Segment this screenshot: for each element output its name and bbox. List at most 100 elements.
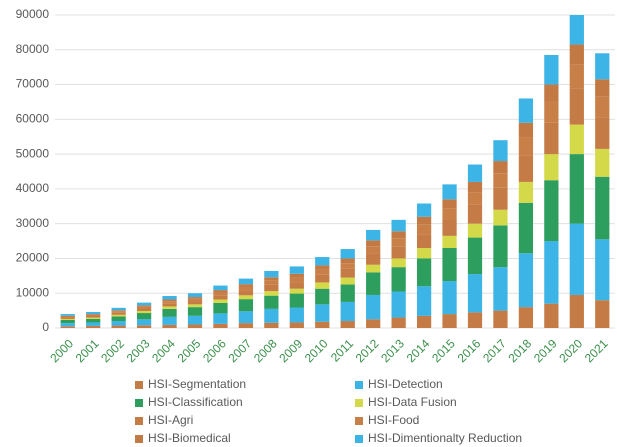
bar-segment <box>416 258 432 287</box>
legend-swatch <box>355 399 363 407</box>
bar-segment <box>136 308 152 311</box>
bar-segment <box>238 299 254 312</box>
bar-segment <box>264 291 279 296</box>
bar-segment <box>467 204 483 224</box>
bar-segment <box>86 317 101 319</box>
bar-segment <box>264 280 279 285</box>
y-tick-label: 90000 <box>16 7 50 21</box>
bar-segment <box>136 325 152 328</box>
bar-segment <box>416 234 432 249</box>
legend-label: HSI-Food <box>368 413 419 427</box>
x-tick-label: 2014 <box>404 336 433 365</box>
bar-segment <box>366 272 381 295</box>
bar-segment <box>467 237 483 275</box>
legend-swatch <box>355 435 363 443</box>
bar-segment <box>238 286 254 291</box>
bar-segment <box>569 15 584 45</box>
bar-segment <box>467 192 483 205</box>
bar-segment <box>213 323 228 328</box>
bar-segment <box>595 148 610 177</box>
bar-segment <box>315 257 330 266</box>
bar-segment <box>518 253 534 308</box>
bar-segment <box>442 199 457 209</box>
bar-segment <box>315 274 330 283</box>
bar-segment <box>493 173 508 188</box>
bar-segment <box>518 122 534 138</box>
bar-segment <box>136 305 152 307</box>
x-tick-label: 2002 <box>98 336 127 365</box>
bar-segment <box>187 297 203 299</box>
bar-segment <box>569 88 584 125</box>
legend-label: HSI-Classification <box>148 395 243 409</box>
bar-segment <box>569 154 584 224</box>
bar-segment <box>340 277 355 285</box>
bar-segment <box>569 124 584 155</box>
x-tick-label: 2000 <box>47 336 76 365</box>
x-tick-label: 2015 <box>429 336 458 365</box>
bar-segment <box>60 326 75 328</box>
legend-swatch <box>135 381 143 389</box>
x-tick-label: 2016 <box>455 336 484 365</box>
bar-segment <box>187 307 203 316</box>
bar-segment <box>366 240 381 247</box>
x-tick-label: 2009 <box>276 336 305 365</box>
bar-segment <box>391 267 406 292</box>
bar-segment <box>544 122 559 155</box>
x-tick-label: 2007 <box>225 336 254 365</box>
bar-segment <box>493 267 508 311</box>
bar-segment <box>187 298 203 302</box>
bar-segment <box>442 314 457 328</box>
bar-segment <box>111 321 126 326</box>
legend-label: HSI-Biomedical <box>148 431 231 445</box>
bar-segment <box>162 303 177 307</box>
legend-label: HSI-Detection <box>368 377 443 391</box>
bar-segment <box>86 318 101 323</box>
bar-segment <box>544 241 559 304</box>
bar-segment <box>416 315 432 328</box>
bar-segment <box>467 312 483 328</box>
bar-segment <box>518 155 534 182</box>
bar-segment <box>238 278 254 285</box>
legend-swatch <box>135 435 143 443</box>
bar-segment <box>595 117 610 149</box>
x-tick-label: 2019 <box>531 336 560 365</box>
bar-segment <box>518 307 534 328</box>
bar-segment <box>595 300 610 328</box>
bar-segment <box>442 184 457 200</box>
bar-segment <box>264 322 279 328</box>
bar-segment <box>340 258 355 264</box>
bar-segment <box>518 181 534 203</box>
bar-segment <box>162 296 177 300</box>
bar-segment <box>315 282 330 289</box>
bar-segment <box>544 101 559 123</box>
bar-segment <box>162 308 177 317</box>
bar-segment <box>187 315 203 325</box>
x-tick-label: 2021 <box>582 336 611 365</box>
bar-segment <box>238 290 254 296</box>
bar-segment <box>136 310 152 314</box>
bar-segment <box>391 219 406 232</box>
bar-segment <box>162 316 177 325</box>
bar-segment <box>238 311 254 324</box>
bar-segment <box>366 319 381 328</box>
bar-segment <box>467 223 483 238</box>
y-tick-label: 60000 <box>16 112 50 126</box>
x-tick-label: 2010 <box>302 336 331 365</box>
bar-segment <box>366 253 381 265</box>
bar-segment <box>366 264 381 273</box>
bar-segment <box>467 274 483 313</box>
bar-segment <box>264 308 279 323</box>
x-tick-label: 2020 <box>556 336 585 365</box>
bar-segment <box>238 295 254 300</box>
bar-segment <box>391 238 406 247</box>
bar-segment <box>544 84 559 102</box>
bar-segment <box>391 246 406 259</box>
bar-segment <box>366 294 381 320</box>
bar-segment <box>289 266 304 274</box>
bar-segment <box>315 321 330 328</box>
bar-segment <box>493 187 508 210</box>
bar-segment <box>111 312 126 315</box>
bar-segment <box>86 314 101 317</box>
bar-segment <box>442 219 457 236</box>
bar-segment <box>162 324 177 328</box>
